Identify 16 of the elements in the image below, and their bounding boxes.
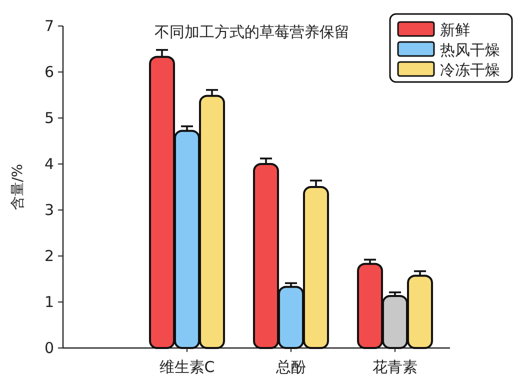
- x-tick-label: 总酚: [275, 358, 306, 376]
- y-axis-title: 含量/%: [10, 164, 26, 210]
- y-tick-label: 0: [44, 339, 54, 357]
- y-tick-label: 6: [44, 63, 54, 81]
- y-tick-label: 5: [44, 109, 54, 127]
- y-tick-label: 1: [44, 293, 54, 311]
- y-tick-label: 4: [44, 155, 54, 173]
- chart-title: 不同加工方式的草莓营养保留: [154, 23, 350, 41]
- legend-label: 热风干燥: [440, 41, 500, 59]
- x-tick-label: 花青素: [372, 358, 418, 376]
- legend-label: 新鲜: [440, 21, 470, 39]
- y-tick-label: 2: [44, 247, 54, 265]
- y-tick-label: 3: [44, 201, 54, 219]
- y-tick-label: 7: [44, 17, 54, 35]
- x-tick-label: 维生素C: [159, 358, 215, 376]
- legend-label: 冷冻干燥: [440, 61, 500, 79]
